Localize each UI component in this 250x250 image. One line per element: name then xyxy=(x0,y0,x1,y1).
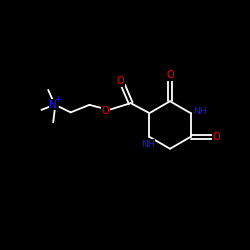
Text: O: O xyxy=(212,132,220,142)
Text: O: O xyxy=(102,106,110,116)
Text: NH: NH xyxy=(142,140,155,149)
Text: NH: NH xyxy=(193,108,207,116)
Text: N: N xyxy=(49,100,57,110)
Text: O: O xyxy=(117,76,124,86)
Text: O: O xyxy=(166,70,174,81)
Text: +: + xyxy=(54,95,61,104)
